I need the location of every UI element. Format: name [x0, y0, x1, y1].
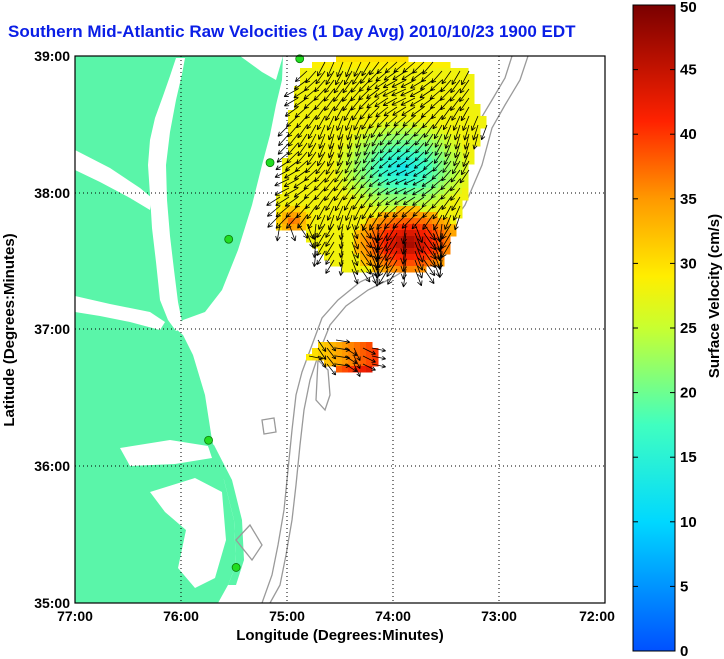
colorbar-tick-label: 10 — [680, 514, 697, 531]
colorbar — [632, 4, 676, 652]
colorbar-tick-label: 0 — [680, 643, 688, 659]
colorbar-tick-label: 20 — [680, 385, 697, 402]
colorbar-tick-label: 5 — [680, 578, 688, 595]
potomac-river — [75, 150, 152, 210]
colorbar-tick-label: 35 — [680, 191, 697, 208]
colorbar-tick-label: 50 — [680, 0, 697, 16]
station-marker — [295, 54, 305, 64]
x-tick-label: 72:00 — [579, 608, 615, 624]
y-tick-label: 35:00 — [34, 595, 70, 611]
y-axis: 39:00 38:00 37:00 36:00 35:00 — [34, 48, 70, 611]
colorbar-tick-label: 40 — [680, 126, 697, 143]
station-marker — [265, 158, 275, 168]
colorbar-tick-label: 45 — [680, 62, 697, 79]
y-tick-label: 38:00 — [34, 185, 70, 201]
station-marker — [224, 234, 234, 244]
albemarle-sound — [120, 440, 212, 466]
pamlico-sound — [150, 478, 226, 588]
y-tick-label: 39:00 — [34, 48, 70, 64]
x-axis: 77:00 76:00 75:00 74:00 73:00 72:00 — [57, 608, 615, 624]
station-marker — [204, 435, 213, 445]
james-river — [75, 296, 165, 330]
x-tick-label: 75:00 — [269, 608, 305, 624]
colorbar-label: Surface Velocity (cm/s) — [706, 214, 723, 378]
chesapeake-bay — [148, 58, 185, 331]
delaware-bay — [240, 56, 283, 80]
map-title: Southern Mid-Atlantic Raw Velocities (1 … — [8, 22, 576, 41]
colorbar-tick-label: 15 — [680, 449, 697, 466]
x-axis-label: Longitude (Degrees:Minutes) — [236, 627, 444, 644]
radar-stations — [204, 54, 305, 572]
y-tick-label: 37:00 — [34, 321, 70, 337]
x-tick-label: 76:00 — [163, 608, 199, 624]
colorbar-tick-label: 25 — [680, 320, 697, 337]
plot-frame — [74, 55, 606, 604]
y-axis-label: Latitude (Degrees:Minutes) — [1, 233, 18, 426]
x-tick-label: 77:00 — [57, 608, 93, 624]
x-tick-label: 74:00 — [375, 608, 411, 624]
x-tick-label: 73:00 — [481, 608, 517, 624]
velocity-vectors — [266, 61, 488, 377]
colorbar-tick-label: 30 — [680, 255, 697, 272]
station-marker — [231, 563, 241, 572]
y-tick-label: 36:00 — [34, 458, 70, 474]
